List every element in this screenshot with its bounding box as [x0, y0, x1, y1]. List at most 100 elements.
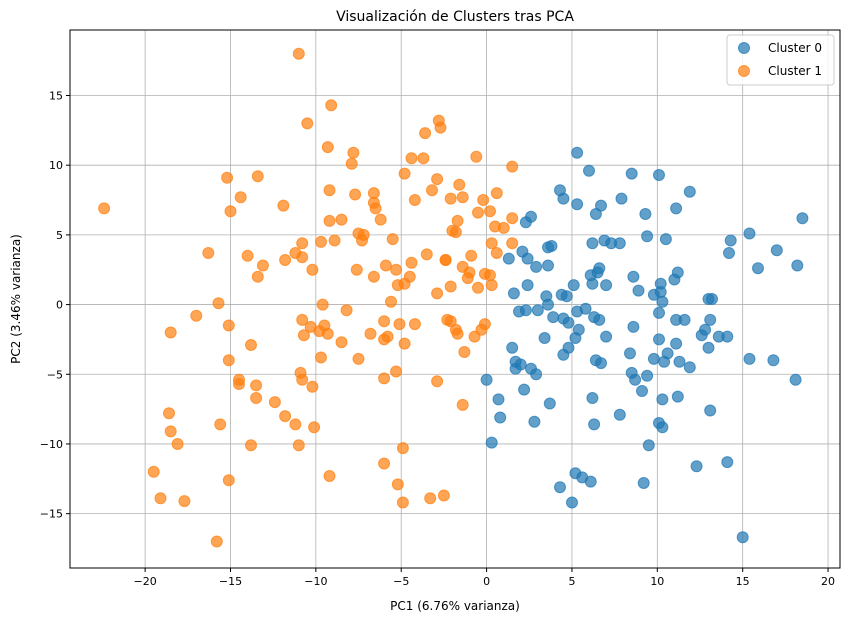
- data-point-cluster-0: [480, 373, 493, 386]
- data-point-cluster-1: [251, 170, 264, 183]
- data-point-cluster-0: [632, 284, 645, 297]
- y-tick-label: 0: [56, 299, 63, 312]
- data-point-cluster-1: [390, 263, 403, 276]
- data-point-cluster-1: [465, 249, 478, 262]
- data-point-cluster-0: [583, 164, 595, 177]
- data-point-cluster-1: [279, 410, 292, 423]
- data-point-cluster-1: [490, 187, 503, 200]
- x-tick-label: 10: [650, 575, 664, 588]
- data-point-cluster-1: [497, 221, 510, 234]
- data-point-cluster-0: [673, 355, 686, 368]
- data-point-cluster-0: [579, 302, 592, 315]
- data-point-cluster-0: [659, 233, 672, 246]
- data-point-cluster-1: [458, 346, 471, 358]
- data-point-cluster-1: [405, 256, 418, 269]
- data-point-cluster-0: [521, 279, 534, 292]
- data-point-cluster-1: [506, 237, 519, 250]
- data-point-cluster-0: [494, 411, 507, 424]
- data-point-cluster-1: [245, 339, 257, 351]
- data-point-cluster-1: [178, 495, 191, 508]
- data-point-cluster-1: [356, 234, 368, 247]
- data-point-cluster-1: [221, 171, 234, 184]
- data-point-cluster-0: [586, 237, 599, 250]
- data-point-cluster-1: [210, 535, 223, 548]
- data-point-cluster-1: [222, 354, 235, 367]
- data-point-cluster-0: [695, 329, 708, 342]
- data-point-cluster-1: [484, 269, 496, 282]
- data-point-cluster-0: [571, 198, 584, 211]
- data-point-cluster-0: [668, 273, 681, 286]
- data-point-cluster-0: [528, 415, 541, 428]
- data-point-cluster-1: [393, 318, 406, 331]
- data-point-cluster-1: [472, 281, 484, 294]
- data-point-cluster-1: [292, 47, 305, 60]
- data-point-cluster-0: [513, 305, 525, 318]
- x-tick-label: −10: [304, 575, 327, 588]
- data-point-cluster-1: [308, 421, 321, 434]
- data-point-cluster-0: [706, 293, 718, 305]
- data-point-cluster-0: [615, 192, 628, 205]
- data-point-cluster-0: [723, 247, 735, 259]
- data-point-cluster-1: [212, 297, 225, 310]
- x-tick-label: 20: [821, 575, 835, 588]
- data-point-cluster-0: [557, 348, 570, 361]
- data-point-cluster-1: [364, 327, 377, 340]
- data-point-cluster-0: [704, 313, 717, 326]
- x-tick-label: −15: [219, 575, 242, 588]
- data-point-cluster-1: [396, 496, 409, 509]
- data-point-cluster-0: [509, 362, 522, 375]
- data-point-cluster-0: [566, 496, 578, 509]
- data-point-cluster-1: [323, 184, 336, 197]
- data-point-cluster-0: [542, 259, 554, 272]
- chart-title: Visualización de Clusters tras PCA: [336, 9, 574, 25]
- data-point-cluster-1: [296, 251, 309, 264]
- data-point-cluster-0: [752, 262, 764, 275]
- data-point-cluster-0: [530, 260, 543, 273]
- data-point-cluster-1: [506, 212, 519, 225]
- data-point-cluster-1: [456, 191, 469, 204]
- data-point-cluster-0: [637, 477, 650, 489]
- data-point-cluster-1: [321, 327, 334, 340]
- data-point-cluster-1: [374, 213, 387, 226]
- data-point-cluster-1: [296, 313, 309, 326]
- data-point-cluster-0: [562, 316, 575, 329]
- y-tick-label: 10: [49, 159, 63, 172]
- data-point-cluster-0: [702, 341, 715, 354]
- data-point-cluster-0: [743, 227, 756, 240]
- data-point-cluster-1: [426, 184, 438, 197]
- data-point-cluster-1: [431, 173, 444, 186]
- data-point-cluster-0: [636, 385, 648, 397]
- data-point-cluster-1: [98, 202, 111, 215]
- data-point-cluster-0: [629, 373, 642, 386]
- data-point-cluster-0: [647, 352, 660, 365]
- data-point-cluster-1: [335, 336, 348, 349]
- data-point-cluster-0: [743, 352, 756, 365]
- data-point-cluster-0: [567, 279, 580, 292]
- data-point-cluster-1: [256, 259, 269, 272]
- data-point-cluster-1: [468, 330, 481, 343]
- data-point-cluster-0: [571, 146, 584, 159]
- data-point-cluster-0: [625, 167, 638, 180]
- data-point-cluster-1: [352, 352, 365, 365]
- data-point-cluster-0: [789, 373, 802, 386]
- data-point-cluster-1: [164, 326, 177, 339]
- data-point-cluster-1: [328, 234, 341, 247]
- data-points: [98, 47, 809, 548]
- data-point-cluster-1: [405, 152, 418, 165]
- x-tick-label: 0: [483, 575, 490, 588]
- y-axis-label: PC2 (3.46% varianza): [9, 234, 23, 364]
- data-point-cluster-1: [292, 439, 305, 452]
- data-point-cluster-1: [378, 315, 391, 328]
- data-point-cluster-1: [224, 205, 237, 218]
- data-point-cluster-0: [690, 460, 703, 473]
- data-point-cluster-0: [647, 288, 660, 301]
- data-point-cluster-1: [378, 457, 391, 470]
- data-point-cluster-0: [506, 341, 519, 354]
- data-point-cluster-0: [545, 240, 558, 252]
- x-tick-label: 15: [736, 575, 750, 588]
- data-point-cluster-1: [434, 121, 447, 134]
- data-point-cluster-1: [398, 337, 411, 350]
- data-point-cluster-1: [289, 418, 302, 431]
